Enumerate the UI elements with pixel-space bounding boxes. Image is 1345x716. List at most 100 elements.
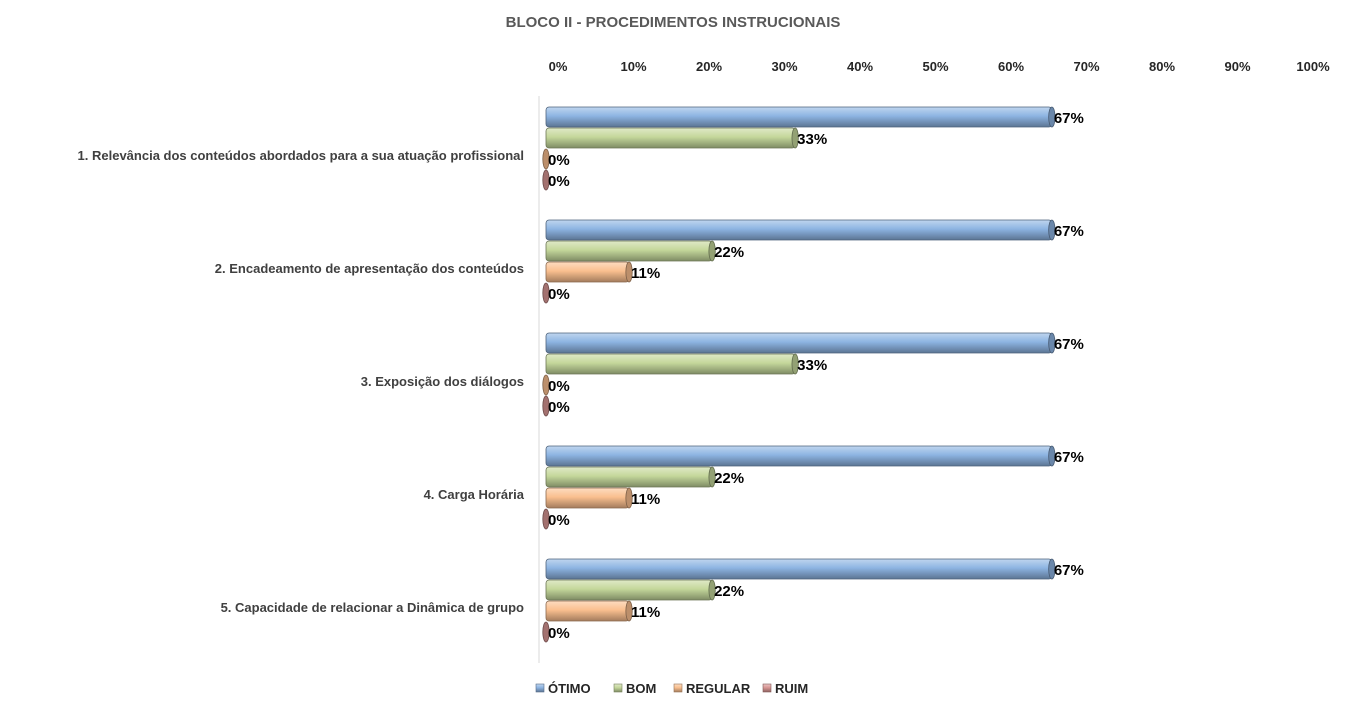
bar-end-cap [542,395,550,417]
bar-body [545,219,1053,241]
bar-body [545,579,713,601]
bar-end-cap [708,240,716,262]
bar-regular-3: 0% [542,374,570,396]
data-label: 11% [631,265,660,282]
bar-end-cap [542,508,550,530]
x-tick-label: 70% [1073,59,1099,74]
bar-end-cap [542,148,550,170]
data-label: 0% [548,399,570,416]
data-label: 0% [548,625,570,642]
x-tick-label: 100% [1296,59,1330,74]
x-tick-label: 40% [847,59,873,74]
legend-item-ruim: RUIM [762,681,808,696]
bar-regular-5: 11% [545,600,660,622]
bar-body [545,127,796,149]
chart-title: BLOCO II - PROCEDIMENTOS INSTRUCIONAIS [506,14,841,31]
bar-body [545,261,630,283]
bar-end-cap [708,579,716,601]
bar-end-cap [1048,558,1056,580]
x-axis-ticks: 0% 10% 20% 30% 40% 50% 60% 70% 80% 90% 100% [549,59,1330,74]
data-label: 33% [797,131,827,148]
data-label: 11% [631,604,660,621]
bar-end-cap [542,621,550,643]
legend-label: ÓTIMO [548,681,591,696]
legend-swatch [673,683,683,693]
category-label-5: 5. Capacidade de relacionar a Dinâmica d… [221,600,524,615]
bar-otimo-4: 67% [545,445,1084,467]
bar-otimo-3: 67% [545,332,1084,354]
data-label: 67% [1054,110,1084,127]
bar-body [545,332,1053,354]
bar-end-cap [1048,445,1056,467]
bar-end-cap [791,127,799,149]
bar-regular-2: 11% [545,261,660,283]
data-label: 0% [548,378,570,395]
bar-body [545,558,1053,580]
bar-end-cap [542,374,550,396]
data-label: 22% [714,583,744,600]
data-label: 67% [1054,223,1084,240]
bar-ruim-2: 0% [542,282,570,304]
x-tick-label: 20% [696,59,722,74]
legend-item-bom: BOM [613,681,656,696]
legend-label: RUIM [775,681,808,696]
legend-swatch [762,683,772,693]
data-label: 33% [797,357,827,374]
data-label: 67% [1054,449,1084,466]
legend-swatch [613,683,623,693]
bar-end-cap [1048,219,1056,241]
data-label: 22% [714,470,744,487]
data-label: 0% [548,152,570,169]
bar-end-cap [542,282,550,304]
data-label: 0% [548,286,570,303]
bar-bom-5: 22% [545,579,744,601]
category-label-4: 4. Carga Horária [424,487,525,502]
category-label-3: 3. Exposição dos diálogos [361,374,524,389]
data-label: 67% [1054,336,1084,353]
bar-bom-3: 33% [545,353,827,375]
x-tick-label: 50% [922,59,948,74]
legend-label: REGULAR [686,681,751,696]
bar-end-cap [1048,332,1056,354]
bar-body [545,445,1053,467]
bar-body [545,487,630,509]
bar-regular-1: 0% [542,148,570,170]
data-label: 0% [548,512,570,529]
data-label: 22% [714,244,744,261]
bar-end-cap [542,169,550,191]
bar-bom-4: 22% [545,466,744,488]
x-tick-label: 10% [620,59,646,74]
bar-bom-1: 33% [545,127,827,149]
bar-ruim-4: 0% [542,508,570,530]
x-tick-label: 0% [549,59,568,74]
category-labels: 1. Relevância dos conteúdos abordados pa… [78,148,525,615]
bar-ruim-3: 0% [542,395,570,417]
bar-body [545,240,713,262]
x-tick-label: 80% [1149,59,1175,74]
bar-end-cap [791,353,799,375]
legend-label: BOM [626,681,656,696]
bar-ruim-5: 0% [542,621,570,643]
bar-body [545,353,796,375]
data-label: 11% [631,491,660,508]
bar-end-cap [708,466,716,488]
bar-otimo-1: 67% [545,106,1084,128]
data-label: 67% [1054,562,1084,579]
bar-end-cap [625,261,633,283]
bar-bom-2: 22% [545,240,744,262]
category-label-2: 2. Encadeamento de apresentação dos cont… [215,261,524,276]
legend-item-otimo: ÓTIMO [535,681,591,696]
bar-end-cap [625,487,633,509]
bar-regular-4: 11% [545,487,660,509]
bar-otimo-2: 67% [545,219,1084,241]
bars: 67% 33% 0% 0% 67% 22% 11% 0% 67% 33% 0% 0% 67% 22% 11%… [542,106,1084,643]
legend-swatch [535,683,545,693]
bar-body [545,466,713,488]
bar-end-cap [1048,106,1056,128]
legend-item-regular: REGULAR [673,681,751,696]
x-tick-label: 30% [771,59,797,74]
x-tick-label: 90% [1224,59,1250,74]
bar-ruim-1: 0% [542,169,570,191]
